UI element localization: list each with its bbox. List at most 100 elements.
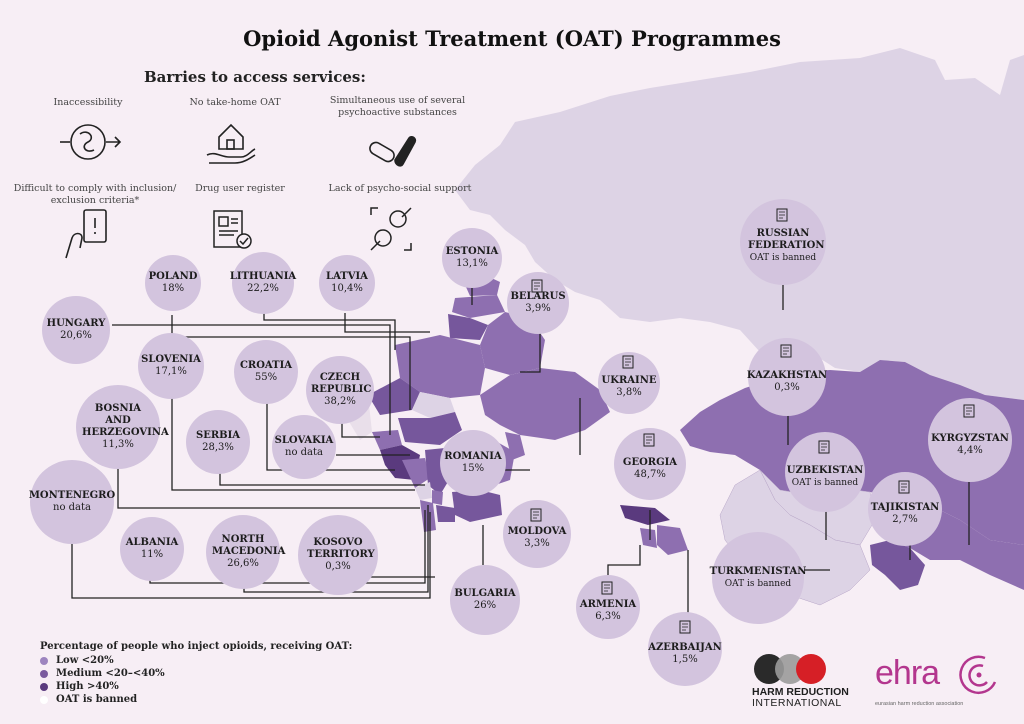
map-azerbaijan (657, 525, 688, 555)
country-bubble-lithuania[interactable]: LITHUANIA 22,2% (230, 252, 296, 314)
country-bubble-poland[interactable]: POLAND 18% (145, 255, 201, 311)
country-bubble-turkmenistan[interactable]: TURKMENISTAN OAT is banned (709, 532, 807, 624)
country-value: 38,2% (324, 396, 356, 407)
country-value: 11% (140, 549, 164, 560)
country-bubble-slovenia[interactable]: SLOVENIA 17,1% (138, 333, 204, 399)
barrier-label-criteria: Difficult to comply with inclusion/ excl… (13, 183, 177, 206)
country-name: UZBEKISTAN (786, 465, 864, 476)
country-bubble-bosnia[interactable]: BOSNIA AND HERZEGOVINA 11,3% (76, 385, 169, 469)
map-hungary (398, 412, 462, 445)
country-bubble-hungary[interactable]: HUNGARY 20,6% (42, 296, 110, 364)
country-name: KYRGYZSTAN (931, 433, 1009, 444)
hri-logo: HARM REDUCTION INTERNATIONAL (752, 652, 862, 712)
register-document-icon (679, 620, 691, 634)
country-value: 6,3% (595, 611, 621, 622)
country-value: 10,4% (331, 283, 363, 294)
register-document-icon (776, 208, 788, 222)
country-name: CROATIA (239, 360, 293, 371)
map-slovenia (372, 430, 402, 450)
country-name: CZECH REPUBLIC (311, 372, 372, 395)
barrier-label-register: Drug user register (195, 183, 285, 194)
map-armenia (640, 528, 657, 548)
country-name: HUNGARY (46, 318, 106, 329)
country-bubble-belarus[interactable]: BELARUS 3,9% (507, 272, 569, 334)
country-bubble-romania[interactable]: ROMANIA 15% (440, 430, 506, 496)
map-russia (455, 48, 1024, 400)
map-north-macedonia (436, 505, 455, 522)
country-name: TURKMENISTAN (709, 566, 807, 577)
legend: Percentage of people who inject opioids,… (40, 641, 352, 706)
country-bubble-croatia[interactable]: CROATIA 55% (234, 340, 298, 404)
country-bubble-moldova[interactable]: MOLDOVA 3,3% (503, 500, 571, 568)
map-latvia (452, 295, 505, 318)
map-montenegro (415, 482, 432, 500)
barrier-label-take-home: No take-home OAT (189, 97, 281, 108)
country-value: 0,3% (774, 382, 800, 393)
register-document-icon (213, 210, 252, 249)
map-bosnia (402, 458, 430, 488)
country-value: 26,6% (227, 558, 259, 569)
country-value: 13,1% (456, 258, 488, 269)
legend-swatch (40, 682, 48, 691)
pills-icon (369, 135, 417, 167)
barrier-label-inaccessibility: Inaccessibility (53, 97, 123, 108)
country-value: OAT is banned (749, 253, 817, 263)
country-value: 4,4% (957, 445, 983, 456)
country-name: SERBIA (195, 430, 241, 441)
barrier-label-substances: Simultaneous use of several psychoactive… (329, 95, 466, 118)
register-document-icon (963, 404, 975, 418)
country-bubble-czech-republic[interactable]: CZECH REPUBLIC 38,2% (306, 356, 374, 424)
legend-item-high: High >40% (40, 680, 352, 693)
country-value: 11,3% (102, 439, 134, 450)
hri-line2: INTERNATIONAL (752, 697, 842, 709)
country-bubble-bulgaria[interactable]: BULGARIA 26% (450, 565, 520, 635)
legend-label: OAT is banned (56, 694, 138, 705)
country-value: 22,2% (247, 283, 279, 294)
legend-swatch (40, 656, 48, 665)
country-bubble-montenegro[interactable]: MONTENEGRO no data (29, 460, 115, 544)
register-document-icon (601, 581, 613, 595)
people-support-icon (370, 207, 412, 251)
register-document-icon (530, 508, 542, 522)
country-value: OAT is banned (791, 478, 859, 488)
country-name: ESTONIA (445, 246, 499, 257)
country-name: UKRAINE (601, 375, 657, 386)
country-value: no data (285, 447, 323, 458)
country-value: OAT is banned (724, 579, 792, 589)
country-bubble-albania[interactable]: ALBANIA 11% (120, 517, 184, 581)
map-czech (368, 378, 420, 415)
country-value: 26% (473, 600, 497, 611)
legend-label: High >40% (56, 681, 119, 692)
country-name: LATVIA (326, 271, 368, 282)
country-bubble-estonia[interactable]: ESTONIA 13,1% (442, 228, 502, 288)
country-bubble-armenia[interactable]: ARMENIA 6,3% (576, 575, 640, 639)
country-value: 3,9% (525, 303, 551, 314)
legend-item-medium: Medium <20–<40% (40, 667, 352, 680)
barriers-title: Barries to access services: (144, 68, 366, 86)
country-name: MOLDOVA (507, 526, 567, 537)
country-value: 3,3% (524, 538, 550, 549)
country-bubble-latvia[interactable]: LATVIA 10,4% (319, 255, 375, 311)
country-bubble-uzbekistan[interactable]: UZBEKISTAN OAT is banned (785, 432, 865, 512)
country-bubble-slovakia[interactable]: SLOVAKIA no data (272, 415, 336, 479)
country-value: 15% (461, 463, 485, 474)
country-name: POLAND (148, 271, 198, 282)
map-ukraine (480, 368, 610, 440)
hri-circles-icon (754, 654, 826, 684)
country-name: KAZAKHSTAN (746, 370, 828, 381)
page-title: Opioid Agonist Treatment (OAT) Programme… (243, 26, 781, 51)
country-bubble-russian-federation[interactable]: RUSSIAN FEDERATION OAT is banned (740, 199, 826, 285)
country-name: SLOVENIA (141, 354, 201, 365)
ehra-wordmark: ehra (875, 654, 940, 692)
legend-label: Low <20% (56, 655, 114, 666)
country-bubble-serbia[interactable]: SERBIA 28,3% (186, 410, 250, 474)
country-bubble-kyrgyzstan[interactable]: KYRGYZSTAN 4,4% (928, 398, 1012, 482)
country-name: AZERBAIJAN (648, 642, 722, 653)
country-bubble-north-macedonia[interactable]: NORTH MACEDONIA 26,6% (206, 515, 285, 589)
country-name: RUSSIAN FEDERATION (748, 228, 825, 251)
country-name: ARMENIA (579, 599, 637, 610)
country-bubble-kosovo[interactable]: KOSOVO TERRITORY 0,3% (298, 515, 378, 595)
country-name: BOSNIA AND HERZEGOVINA (82, 403, 169, 438)
country-name: BELARUS (510, 291, 566, 302)
ehra-subtitle: eurasian harm reduction association (875, 701, 964, 707)
